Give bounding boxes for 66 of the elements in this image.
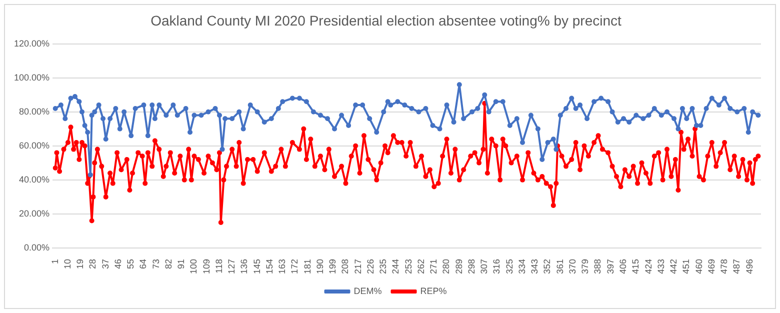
x-tick-label: 37 bbox=[100, 258, 110, 269]
x-tick-label: 424 bbox=[643, 258, 654, 274]
x-tick-label: 397 bbox=[605, 258, 616, 274]
x-tick-label: 280 bbox=[441, 258, 452, 274]
y-tick-label: 40.00% bbox=[19, 174, 50, 184]
x-tick-label: 118 bbox=[214, 258, 224, 274]
x-tick-label: 316 bbox=[492, 258, 502, 274]
x-tick-label: 73 bbox=[150, 258, 161, 269]
legend-label: DEM% bbox=[354, 286, 382, 296]
x-tick-label: 154 bbox=[264, 258, 274, 274]
x-tick-label: 172 bbox=[290, 258, 300, 274]
y-tick-label: 20.00% bbox=[19, 208, 50, 218]
legend-label: REP% bbox=[420, 286, 447, 296]
x-tick-label: 217 bbox=[352, 258, 363, 274]
x-tick-label: 244 bbox=[390, 258, 401, 274]
x-tick-label: 64 bbox=[138, 258, 148, 269]
x-tick-label: 127 bbox=[226, 258, 237, 274]
x-tick-label: 325 bbox=[504, 258, 514, 274]
x-tick-label: 55 bbox=[126, 258, 136, 269]
y-tick-label: 0.00% bbox=[24, 242, 50, 252]
x-tick-label: 442 bbox=[668, 258, 679, 274]
x-tick-label: 352 bbox=[542, 258, 552, 274]
x-tick-label: 379 bbox=[580, 258, 590, 274]
y-tick-label: 60.00% bbox=[19, 140, 50, 150]
x-tick-label: 253 bbox=[403, 258, 414, 274]
x-tick-label: 478 bbox=[719, 258, 730, 274]
y-tick-label: 120.00% bbox=[14, 38, 50, 48]
x-tick-label: 307 bbox=[479, 258, 490, 274]
x-tick-label: 415 bbox=[630, 258, 641, 274]
x-tick-label: 262 bbox=[416, 258, 426, 274]
y-tick-label: 80.00% bbox=[19, 106, 50, 116]
x-tick-label: 469 bbox=[706, 258, 716, 274]
x-tick-label: 28 bbox=[88, 258, 98, 269]
x-tick-label: 406 bbox=[618, 258, 628, 274]
x-tick-label: 496 bbox=[744, 258, 754, 274]
x-tick-label: 235 bbox=[378, 258, 388, 274]
x-tick-label: 1 bbox=[50, 258, 60, 264]
x-tick-label: 163 bbox=[277, 258, 288, 274]
chart-title: Oakland County MI 2020 Presidential election absentee voting% by precinct bbox=[150, 12, 622, 28]
x-tick-label: 136 bbox=[239, 258, 250, 274]
x-tick-label: 190 bbox=[314, 258, 325, 274]
x-tick-label: 46 bbox=[112, 258, 123, 269]
x-tick-label: 181 bbox=[302, 258, 312, 274]
x-tick-label: 289 bbox=[454, 258, 464, 274]
x-tick-label: 451 bbox=[681, 258, 692, 274]
x-tick-label: 19 bbox=[75, 258, 86, 269]
x-tick-label: 433 bbox=[656, 258, 666, 274]
x-tick-label: 487 bbox=[732, 258, 742, 274]
x-tick-label: 343 bbox=[530, 258, 540, 274]
x-tick-label: 226 bbox=[365, 258, 376, 274]
x-tick-label: 298 bbox=[466, 258, 476, 274]
x-tick-label: 199 bbox=[328, 258, 338, 274]
x-tick-label: 460 bbox=[694, 258, 704, 274]
x-tick-label: 10 bbox=[62, 258, 72, 269]
x-tick-label: 145 bbox=[252, 258, 262, 274]
x-tick-label: 388 bbox=[592, 258, 603, 274]
x-tick-label: 109 bbox=[201, 258, 212, 274]
x-tick-label: 91 bbox=[176, 258, 186, 269]
x-tick-label: 100 bbox=[188, 258, 199, 274]
x-tick-label: 271 bbox=[428, 258, 439, 274]
x-tick-label: 208 bbox=[340, 258, 350, 274]
x-tick-label: 334 bbox=[516, 258, 527, 274]
x-tick-label: 82 bbox=[163, 258, 174, 269]
x-tick-label: 361 bbox=[554, 258, 565, 274]
x-tick-label: 370 bbox=[567, 258, 578, 274]
y-tick-label: 100.00% bbox=[14, 72, 50, 82]
